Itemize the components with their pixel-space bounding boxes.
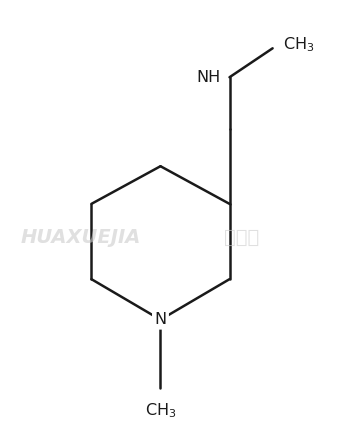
Text: N: N (155, 312, 167, 327)
Text: NH: NH (197, 70, 221, 85)
Text: CH$_3$: CH$_3$ (283, 35, 315, 54)
Text: HUAXUEJIA: HUAXUEJIA (20, 228, 141, 247)
Text: 化学加: 化学加 (224, 228, 259, 247)
Text: CH$_3$: CH$_3$ (145, 401, 176, 419)
